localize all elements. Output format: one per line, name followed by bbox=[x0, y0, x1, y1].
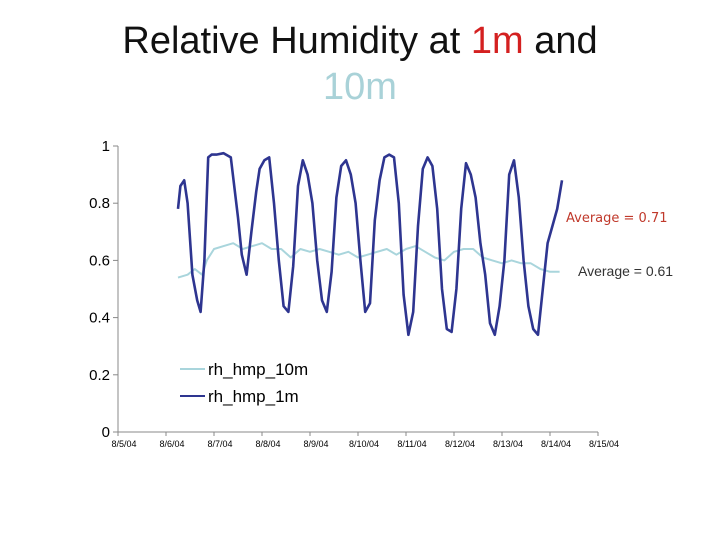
legend-label-rh-10m: rh_hmp_10m bbox=[208, 360, 308, 379]
x-tick-label: 8/7/04 bbox=[207, 439, 232, 449]
series-layer bbox=[176, 151, 564, 337]
y-tick-label: 0.6 bbox=[89, 252, 110, 269]
x-tick-label: 8/8/04 bbox=[255, 439, 280, 449]
annotation-average-1m: Average = 0.71 bbox=[566, 211, 668, 226]
y-axis-ticks: 0 0.2 0.4 0.6 0.8 1 bbox=[89, 138, 118, 441]
x-tick-label: 8/13/04 bbox=[493, 439, 523, 449]
y-tick-label: 0.2 bbox=[89, 367, 110, 384]
x-tick-label: 8/10/04 bbox=[349, 439, 379, 449]
x-axis-ticks: 8/5/04 8/6/04 8/7/04 8/8/04 8/9/04 8/10/04 8/1… bbox=[111, 432, 619, 449]
y-tick-label: 0 bbox=[102, 424, 110, 441]
series-line-rh-hmp-1m bbox=[176, 151, 564, 337]
title-part-1m: 1m bbox=[470, 20, 524, 62]
x-tick-label: 8/5/04 bbox=[111, 439, 136, 449]
title-part-10m: 10m bbox=[323, 66, 397, 108]
y-tick-label: 0.8 bbox=[89, 195, 110, 212]
title-part-1: Relative Humidity at bbox=[122, 20, 471, 62]
x-tick-label: 8/15/04 bbox=[589, 439, 619, 449]
series-line-rh-hmp-10m bbox=[177, 242, 560, 279]
x-tick-label: 8/12/04 bbox=[445, 439, 475, 449]
y-tick-label: 1 bbox=[102, 138, 110, 155]
x-tick-label: 8/9/04 bbox=[303, 439, 328, 449]
x-tick-label: 8/14/04 bbox=[541, 439, 571, 449]
chart-title: Relative Humidity at 1m and 10m bbox=[0, 18, 720, 110]
x-tick-label: 8/11/04 bbox=[397, 439, 426, 449]
x-tick-label: 8/6/04 bbox=[159, 439, 184, 449]
y-tick-label: 0.4 bbox=[89, 310, 110, 327]
legend-label-rh-1m: rh_hmp_1m bbox=[208, 387, 299, 406]
title-part-and: and bbox=[523, 20, 598, 62]
legend: rh_hmp_10m rh_hmp_1m bbox=[180, 360, 308, 406]
annotation-average-10m: Average = 0.61 bbox=[578, 263, 673, 279]
